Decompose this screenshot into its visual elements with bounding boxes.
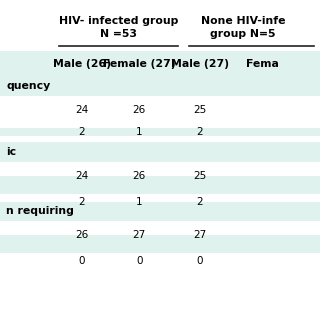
Bar [0, 51, 320, 77]
Text: 26: 26 [132, 171, 146, 181]
Text: Male (27): Male (27) [171, 59, 229, 69]
Text: n requiring: n requiring [6, 206, 74, 216]
Text: group N=5: group N=5 [211, 28, 276, 39]
Text: N =53: N =53 [100, 28, 137, 39]
Bar [0, 77, 320, 96]
Text: 2: 2 [78, 196, 85, 207]
Text: 1: 1 [136, 196, 142, 207]
Text: Female (27): Female (27) [103, 59, 175, 69]
Text: Male (26): Male (26) [52, 59, 111, 69]
Text: 0: 0 [78, 256, 85, 266]
Text: ic: ic [6, 147, 17, 157]
Bar [0, 235, 320, 253]
Bar [0, 142, 320, 162]
Text: 27: 27 [193, 230, 207, 240]
Text: 25: 25 [193, 171, 207, 181]
Text: quency: quency [6, 81, 51, 92]
Text: HIV- infected group: HIV- infected group [59, 16, 178, 26]
Bar [0, 176, 320, 194]
Text: 1: 1 [136, 127, 142, 137]
Bar [0, 128, 320, 136]
Text: 24: 24 [75, 171, 88, 181]
Text: 2: 2 [197, 127, 203, 137]
Text: None HIV-infe: None HIV-infe [201, 16, 285, 26]
Text: 25: 25 [193, 105, 207, 116]
Text: 0: 0 [197, 256, 203, 266]
Text: 0: 0 [136, 256, 142, 266]
Text: 2: 2 [78, 127, 85, 137]
Text: 2: 2 [197, 196, 203, 207]
Bar [0, 202, 320, 221]
Text: 24: 24 [75, 105, 88, 116]
Text: 27: 27 [132, 230, 146, 240]
Text: 26: 26 [75, 230, 88, 240]
Text: 26: 26 [132, 105, 146, 116]
Text: Fema: Fema [246, 59, 279, 69]
